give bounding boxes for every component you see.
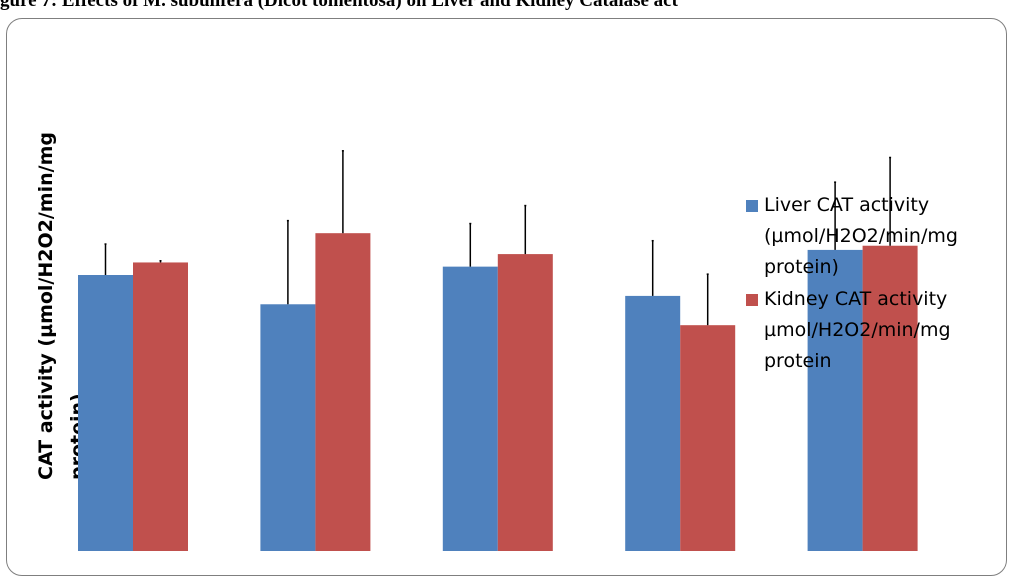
figure-caption: gure 7: Effects of M. subulifera (Dicot … — [0, 0, 678, 11]
error-bar-kidney-2 — [341, 150, 344, 234]
error-bar-kidney-4 — [706, 273, 709, 326]
bar-kidney-5 — [862, 245, 918, 551]
error-bar-liver-5 — [834, 181, 837, 250]
bar-kidney-1 — [133, 262, 188, 551]
legend: Liver CAT activity (µmol/H2O2/min/mg pro… — [746, 190, 986, 378]
error-bar-kidney-3 — [524, 204, 527, 255]
legend-item-kidney: Kidney CAT activity µmol/H2O2/min/mg pro… — [746, 284, 986, 377]
error-bar-liver-3 — [469, 222, 472, 267]
bar-liver-4 — [625, 295, 681, 551]
legend-swatch-kidney — [746, 294, 758, 306]
legend-label-kidney: Kidney CAT activity µmol/H2O2/min/mg pro… — [764, 288, 951, 372]
error-bar-kidney-1 — [159, 260, 162, 263]
legend-label-liver: Liver CAT activity (µmol/H2O2/min/mg pro… — [764, 194, 958, 278]
bar-liver-3 — [442, 266, 498, 551]
legend-swatch-liver — [746, 200, 758, 212]
error-bar-liver-2 — [286, 219, 289, 305]
bar-kidney-4 — [680, 325, 736, 551]
bar-kidney-3 — [497, 254, 553, 551]
error-bar-liver-1 — [104, 243, 107, 275]
error-bar-liver-4 — [651, 239, 654, 296]
bar-kidney-2 — [315, 233, 371, 551]
bar-liver-1 — [78, 275, 133, 551]
error-bar-kidney-5 — [889, 156, 892, 246]
bar-liver-5 — [807, 249, 863, 551]
bar-liver-2 — [260, 304, 316, 551]
legend-item-liver: Liver CAT activity (µmol/H2O2/min/mg pro… — [746, 190, 986, 283]
chart-frame — [6, 18, 1007, 576]
